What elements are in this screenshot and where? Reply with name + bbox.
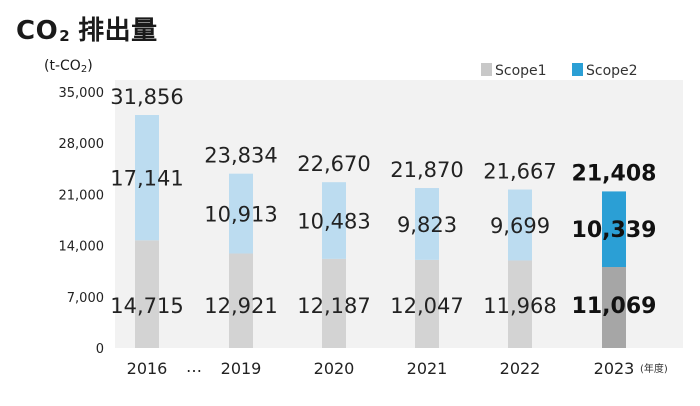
- x-axis: 2016 2019 2020 2021 2022 2023 … (年度): [127, 357, 668, 378]
- data-label-scope2: 9,699: [490, 214, 550, 238]
- y-tick-label: 28,000: [59, 137, 105, 152]
- data-label-total: 21,667: [483, 160, 556, 184]
- data-label-total: 22,670: [297, 152, 370, 176]
- x-tick-label: 2023: [594, 359, 635, 378]
- data-label-scope1: 12,047: [390, 294, 463, 318]
- data-label-total: 31,856: [110, 85, 183, 109]
- legend-label-scope1: Scope1: [495, 63, 547, 79]
- data-label-scope2: 10,483: [297, 210, 370, 234]
- bar-scope2-2023: [602, 191, 626, 268]
- y-tick-label: 14,000: [59, 240, 105, 255]
- legend: Scope1 Scope2: [481, 63, 638, 79]
- data-label-scope2: 9,823: [397, 213, 457, 237]
- y-axis-unit-label: (t-CO2): [44, 58, 93, 75]
- chart-title: CO2 排出量: [16, 16, 158, 46]
- bars: [135, 114, 626, 348]
- bar-scope2-2020: [322, 182, 346, 259]
- data-label-scope1: 14,715: [110, 294, 183, 318]
- bar-scope2-2019: [229, 173, 253, 254]
- plot-background: [115, 80, 683, 348]
- bar-scope1-2016: [135, 240, 159, 348]
- legend-label-scope2: Scope2: [586, 63, 638, 79]
- bar-scope2-2022: [508, 189, 532, 261]
- bar-scope1-2019: [229, 253, 253, 348]
- legend-swatch-scope1: [481, 63, 492, 76]
- data-label-scope1: 12,187: [297, 294, 370, 318]
- y-tick-label: 21,000: [59, 188, 105, 203]
- y-tick-label: 7,000: [67, 291, 104, 306]
- bar-scope1-2023: [602, 267, 626, 348]
- x-tick-label: 2020: [314, 359, 355, 378]
- data-label-scope2: 17,141: [110, 167, 183, 191]
- data-label-scope2: 10,913: [204, 203, 277, 227]
- legend-swatch-scope2: [572, 63, 583, 76]
- bar-scope1-2021: [415, 259, 439, 348]
- x-tick-label: 2019: [221, 359, 262, 378]
- bar-scope2-2016: [135, 114, 159, 241]
- axis-gap-marker: …: [186, 357, 202, 376]
- data-labels: 14,715 17,141 31,856 12,921 10,913 23,834 12,1…: [110, 85, 656, 319]
- data-label-scope1: 12,921: [204, 294, 277, 318]
- data-label-total: 21,408: [572, 161, 657, 186]
- y-tick-label: 0: [96, 342, 104, 357]
- data-label-scope1: 11,968: [483, 294, 556, 318]
- data-label-total: 23,834: [204, 144, 277, 168]
- x-tick-label: 2022: [500, 359, 541, 378]
- y-tick-label: 35,000: [59, 86, 105, 101]
- data-label-scope2: 10,339: [572, 218, 657, 243]
- bar-scope2-2021: [415, 188, 439, 260]
- x-tick-label: 2016: [127, 359, 168, 378]
- y-axis: 0 7,000 14,000 21,000 28,000 35,000: [59, 86, 105, 357]
- bar-scope1-2020: [322, 258, 346, 348]
- data-label-scope1: 11,069: [572, 294, 657, 319]
- bar-scope1-2022: [508, 260, 532, 348]
- data-label-total: 21,870: [390, 158, 463, 182]
- x-tick-label: 2021: [407, 359, 448, 378]
- x-axis-unit-label: (年度): [640, 362, 668, 375]
